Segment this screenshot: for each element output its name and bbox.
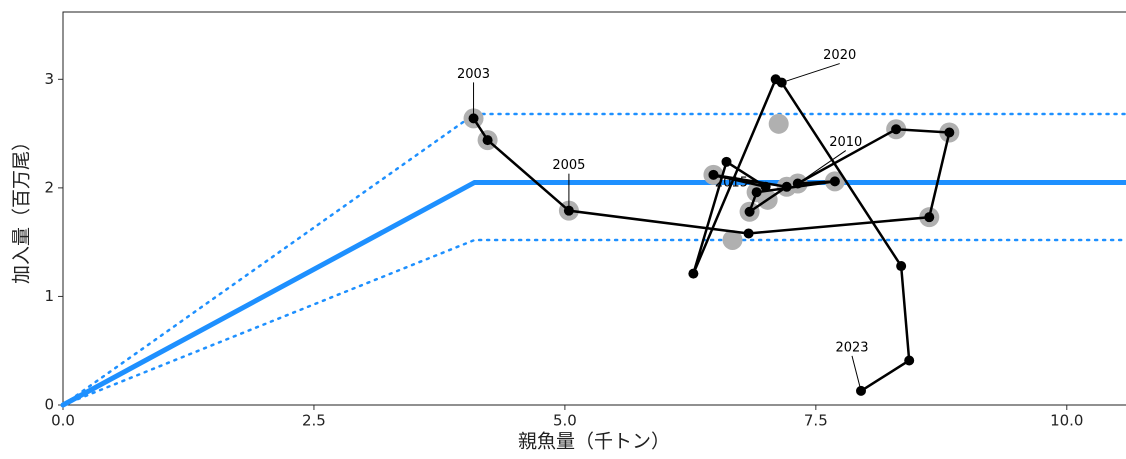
point [944,127,955,138]
x-tick-label: 7.5 [804,412,828,430]
point [708,169,719,180]
point [924,212,935,223]
y-axis-label: 加入量（百万尾） [11,132,33,284]
point [744,206,755,217]
point [688,268,699,279]
point [722,229,743,250]
year-label: 2020 [823,48,856,63]
leader-line [851,355,862,392]
reference-line [61,112,1126,407]
y-tick-label: 1 [44,287,54,305]
plot-frame [62,11,1126,406]
year-label: 2010 [829,135,862,150]
point [829,176,840,187]
point [760,181,771,192]
year-label: 2005 [552,158,585,173]
point [781,181,792,192]
y-tick-label: 2 [44,178,54,196]
year-label: 2023 [835,340,868,355]
point [482,135,493,146]
point [751,187,762,198]
point [891,124,902,135]
x-tick-label: 10.0 [1050,412,1083,430]
reference-line [61,238,1126,407]
y-tick-label: 3 [44,70,54,88]
x-tick-label: 0.0 [51,412,75,430]
point [721,156,732,167]
year-label: 2003 [457,67,490,82]
point [768,113,789,134]
x-tick-label: 5.0 [553,412,577,430]
reference-line [60,179,1126,408]
leader-line [797,150,847,184]
point [896,261,907,272]
y-tick-label: 0 [44,396,54,414]
year-label: 2015 [715,175,748,190]
point [904,355,915,366]
x-axis-label: 親魚量（千トン） [518,431,670,453]
trajectory [472,77,951,392]
leader-line [781,63,840,84]
x-tick-label: 2.5 [302,412,326,430]
point [743,228,754,239]
